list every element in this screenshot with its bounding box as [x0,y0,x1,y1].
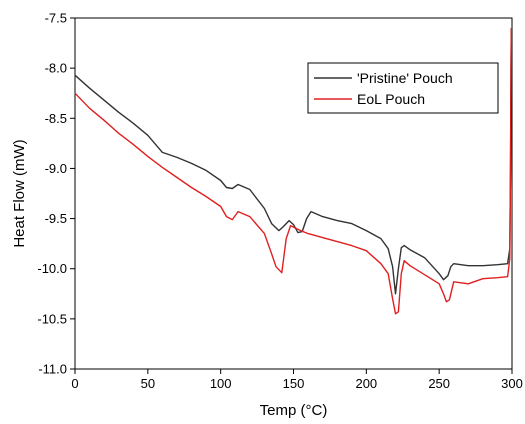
y-axis-title: Heat Flow (mW) [11,139,28,247]
x-tick-label: 200 [355,376,377,391]
y-tick-label: -10.5 [37,311,67,326]
x-tick-label: 0 [71,376,78,391]
y-tick-label: -11.0 [38,362,67,377]
x-tick-label: 300 [501,376,523,391]
y-tick-label: -9.0 [45,161,67,176]
series-line-pristine [74,27,512,295]
series-line-eol [74,27,512,315]
y-tick-label: -10.0 [37,261,67,276]
x-axis-title: Temp (°C) [260,402,328,419]
y-tick-label: -7.5 [45,11,67,26]
data-series [74,27,512,315]
legend-label-pristine: 'Pristine' Pouch [357,70,453,86]
x-tick-label: 250 [428,376,450,391]
x-tick-label: 100 [210,376,232,391]
axis-ticks: 0 50 100 150 200 250 300 -11.0 -10.5 -10.0 -9.5 -9.… [37,11,522,392]
y-tick-label: -9.5 [45,211,67,226]
x-tick-label: 150 [283,376,305,391]
legend-label-eol: EoL Pouch [357,91,425,107]
legend: 'Pristine' Pouch EoL Pouch [307,62,499,114]
y-tick-label: -8.5 [45,111,67,126]
legend-box [307,62,499,114]
x-tick-label: 50 [141,376,155,391]
y-tick-label: -8.0 [45,61,67,76]
